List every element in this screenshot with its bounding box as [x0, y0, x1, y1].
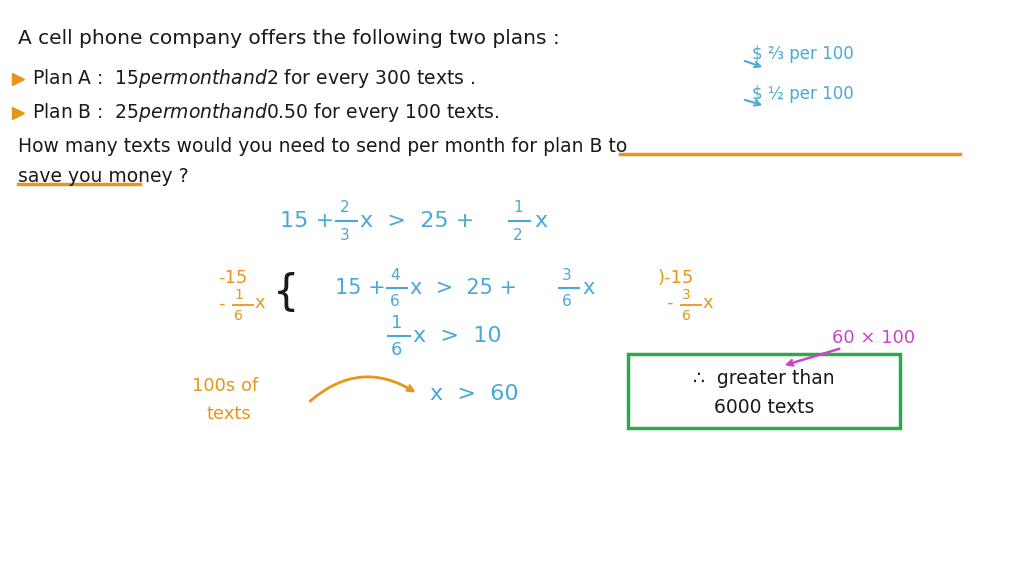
- Text: x: x: [254, 294, 264, 312]
- Text: texts: texts: [207, 405, 252, 423]
- Text: x  >  60: x > 60: [430, 384, 518, 404]
- Text: 15 +: 15 +: [335, 278, 386, 298]
- Text: 60 × 100: 60 × 100: [831, 329, 915, 347]
- Text: 6: 6: [562, 294, 571, 309]
- Text: How many texts would you need to send per month for plan B to: How many texts would you need to send pe…: [18, 137, 628, 156]
- Text: -15: -15: [218, 269, 248, 287]
- Text: )-15: )-15: [658, 269, 694, 287]
- Text: x: x: [534, 211, 547, 231]
- Text: 1: 1: [513, 200, 522, 215]
- Text: 6: 6: [682, 309, 691, 323]
- Text: Plan B :  $25 per month and $0.50 for every 100 texts.: Plan B : $25 per month and $0.50 for eve…: [32, 101, 499, 124]
- Text: 15 +: 15 +: [280, 211, 334, 231]
- Text: Plan A :  $15 per month and $2 for every 300 texts .: Plan A : $15 per month and $2 for every …: [32, 67, 475, 90]
- Text: 1: 1: [234, 288, 243, 302]
- Text: 6: 6: [390, 294, 399, 309]
- Text: x: x: [582, 278, 594, 298]
- Text: 2: 2: [513, 228, 522, 242]
- Text: x  >  25 +: x > 25 +: [410, 278, 517, 298]
- Text: 3: 3: [562, 268, 571, 283]
- Text: 1: 1: [391, 314, 402, 332]
- Text: A cell phone company offers the following two plans :: A cell phone company offers the followin…: [18, 28, 560, 47]
- Text: x  >  25 +: x > 25 +: [360, 211, 474, 231]
- Text: 4: 4: [390, 268, 399, 283]
- Text: -: -: [666, 294, 673, 312]
- Text: 100s of: 100s of: [193, 377, 258, 395]
- Bar: [628, 354, 900, 428]
- Text: 6000 texts: 6000 texts: [714, 398, 814, 417]
- Text: 6: 6: [234, 309, 243, 323]
- Text: -: -: [218, 295, 224, 313]
- Text: 2: 2: [340, 200, 349, 215]
- Text: $ ⅔ per 100: $ ⅔ per 100: [752, 45, 854, 63]
- Text: 3: 3: [682, 288, 691, 302]
- Text: {: {: [273, 272, 299, 314]
- Text: 3: 3: [340, 228, 350, 242]
- Text: x: x: [702, 294, 713, 312]
- Text: 6: 6: [391, 341, 402, 359]
- Text: save you money ?: save you money ?: [18, 166, 188, 185]
- Text: $ ½ per 100: $ ½ per 100: [752, 85, 854, 103]
- Text: ∴  greater than: ∴ greater than: [693, 369, 835, 388]
- Text: x  >  10: x > 10: [413, 326, 502, 346]
